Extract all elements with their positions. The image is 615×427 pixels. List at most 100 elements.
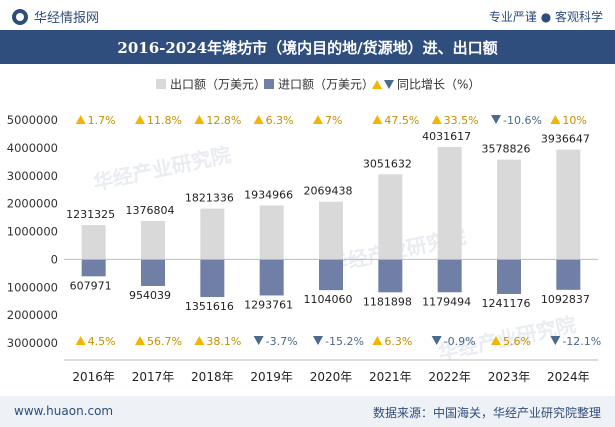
x-tick-label: 2020年 bbox=[310, 370, 353, 384]
chart-canvas: 华经产业研究院华经产业研究院华经产业研究院 出口额（万美元）进口额（万美元）同比… bbox=[7, 78, 601, 385]
import-growth-label: 56.7% bbox=[147, 335, 182, 348]
x-axis: 2016年 2017年 2018年 2019年 2020年 2021年 2022年 2023年… bbox=[64, 359, 598, 384]
export-bar bbox=[141, 220, 165, 260]
y-tick-label: 1000000 bbox=[7, 280, 58, 294]
x-tick-label: 2021年 bbox=[369, 370, 412, 384]
y-tick-label: 1000000 bbox=[7, 225, 58, 239]
export-growth-label: 12.8% bbox=[206, 114, 241, 127]
down-arrow-icon bbox=[431, 336, 442, 345]
export-bar bbox=[556, 149, 581, 260]
x-tick-label: 2018年 bbox=[191, 370, 234, 384]
up-arrow-icon bbox=[194, 336, 205, 345]
up-arrow-icon bbox=[550, 115, 561, 124]
export-bar bbox=[200, 208, 225, 260]
up-arrow-icon bbox=[431, 115, 442, 124]
import-value-label: 1104060 bbox=[304, 293, 353, 306]
up-arrow-icon bbox=[313, 115, 323, 124]
export-value-label: 2069438 bbox=[304, 185, 353, 198]
legend: 出口额（万美元） 进口额（万美元） 同比增长（%） bbox=[156, 78, 480, 92]
legend-up-arrow-icon bbox=[372, 80, 382, 89]
import-growth-label: 38.1% bbox=[206, 335, 241, 348]
footer: www.huaon.com 数据来源：中国海关，华经产业研究院整理 bbox=[0, 396, 615, 427]
import-value-label: 1351616 bbox=[185, 300, 234, 313]
import-value-label: 954039 bbox=[129, 289, 171, 302]
down-arrow-icon bbox=[491, 115, 501, 124]
import-bar bbox=[556, 259, 581, 290]
export-growth-label: 10% bbox=[562, 114, 586, 127]
top-bar: 华经情报网 专业严谨 ● 客观科学 bbox=[0, 0, 615, 30]
y-tick-label: 4000000 bbox=[7, 141, 58, 155]
export-bar bbox=[319, 201, 343, 260]
export-value-label: 3578826 bbox=[482, 143, 531, 156]
legend-label-export: 出口额（万美元） bbox=[170, 78, 266, 92]
import-bar bbox=[259, 259, 284, 296]
export-value-label: 3051632 bbox=[363, 157, 412, 170]
import-bar bbox=[81, 259, 106, 277]
chart-title: 2016-2024年潍坊市（境内目的地/货源地）进、出口额 bbox=[117, 39, 498, 57]
y-tick-label: 2000000 bbox=[7, 197, 58, 211]
export-bar bbox=[378, 174, 403, 260]
up-arrow-icon bbox=[135, 115, 145, 124]
export-value-label: 1934966 bbox=[244, 188, 293, 201]
up-arrow-icon bbox=[491, 336, 501, 345]
up-arrow-icon bbox=[194, 115, 205, 124]
footer-source: 数据来源：中国海关，华经产业研究院整理 bbox=[372, 406, 601, 420]
import-bar bbox=[437, 259, 462, 293]
import-value-label: 1092837 bbox=[541, 293, 590, 306]
import-bar bbox=[141, 259, 165, 286]
watermark-text: 华经产业研究院 bbox=[91, 142, 233, 195]
import-growth-label: 6.3% bbox=[384, 335, 412, 348]
legend-label-import: 进口额（万美元） bbox=[278, 78, 374, 92]
legend-down-arrow-icon bbox=[384, 80, 394, 89]
footer-url[interactable]: www.huaon.com bbox=[14, 404, 114, 418]
import-growth-label: 4.5% bbox=[88, 335, 116, 348]
import-growth-label: -0.9% bbox=[444, 335, 476, 348]
import-bar bbox=[378, 259, 403, 293]
import-value-label: 1241176 bbox=[482, 297, 531, 310]
export-value-label: 1821336 bbox=[185, 192, 234, 205]
x-tick-label: 2016年 bbox=[72, 370, 115, 384]
export-growth-label: -10.6% bbox=[503, 114, 542, 127]
import-growth-label: 5.6% bbox=[503, 335, 531, 348]
y-tick-label: 3000000 bbox=[7, 169, 58, 183]
brand[interactable]: 华经情报网 bbox=[12, 7, 99, 26]
title-bar: 2016-2024年潍坊市（境内目的地/货源地）进、出口额 bbox=[0, 30, 615, 64]
brand-name: 华经情报网 bbox=[34, 11, 100, 26]
export-growth-label: 11.8% bbox=[147, 114, 182, 127]
import-value-label: 1179494 bbox=[422, 295, 471, 308]
up-arrow-icon bbox=[372, 336, 383, 345]
x-tick-label: 2019年 bbox=[250, 370, 293, 384]
down-arrow-icon bbox=[313, 336, 323, 345]
up-arrow-icon bbox=[75, 336, 86, 345]
y-tick-label: 3000000 bbox=[7, 336, 58, 350]
x-tick-label: 2022年 bbox=[428, 370, 471, 384]
up-arrow-icon bbox=[253, 115, 264, 124]
export-bar bbox=[437, 146, 462, 260]
growth-labels: 1.7% 11.8% 12.8% 6.3% 7% 47.5% 33.5% -10.6% 10% 4… bbox=[75, 114, 601, 348]
brand-logo-icon bbox=[12, 9, 28, 25]
tagline: 专业严谨 ● 客观科学 bbox=[488, 10, 603, 24]
y-tick-label: 0 bbox=[51, 252, 58, 266]
import-bar bbox=[319, 259, 343, 291]
import-value-label: 1181898 bbox=[363, 295, 412, 308]
import-growth-label: -15.2% bbox=[325, 335, 364, 348]
bars-layer bbox=[64, 146, 598, 298]
export-bar bbox=[497, 159, 521, 260]
export-growth-label: 6.3% bbox=[266, 114, 294, 127]
export-bar bbox=[259, 205, 284, 260]
import-bar bbox=[497, 259, 521, 294]
import-value-label: 1293761 bbox=[244, 298, 293, 311]
y-axis: 5000000 4000000 3000000 2000000 1000000 0 1000… bbox=[7, 113, 58, 350]
y-tick-label: 2000000 bbox=[7, 308, 58, 322]
export-growth-label: 33.5% bbox=[444, 114, 479, 127]
export-value-label: 1376804 bbox=[126, 204, 175, 217]
import-bar bbox=[200, 259, 225, 298]
export-growth-label: 1.7% bbox=[88, 114, 116, 127]
value-labels: 1231325 1376804 1821336 1934966 2069438 30516… bbox=[66, 130, 590, 313]
legend-swatch-export bbox=[156, 79, 166, 89]
export-value-label: 3936647 bbox=[541, 133, 590, 146]
export-bar bbox=[81, 225, 106, 260]
import-value-label: 607971 bbox=[70, 279, 112, 292]
import-growth-label: -3.7% bbox=[266, 335, 298, 348]
